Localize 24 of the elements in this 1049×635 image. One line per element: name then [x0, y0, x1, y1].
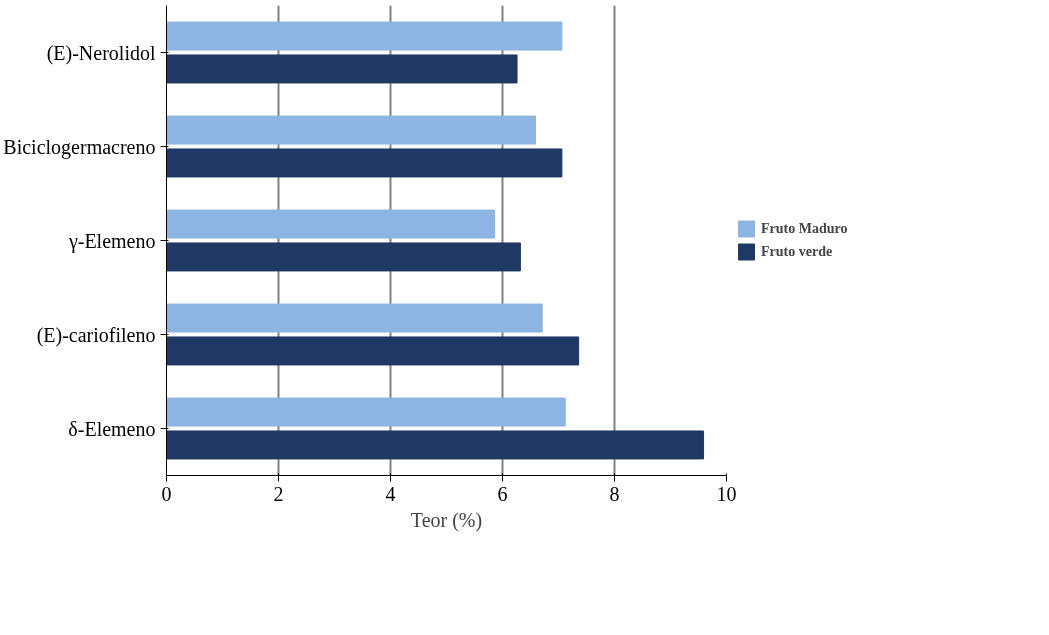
y-tick-label: γ-Elemeno: [67, 229, 156, 253]
bar: [166, 54, 518, 84]
x-tick-label: 8: [609, 482, 620, 505]
y-tick-label: (E)-Nerolidol: [46, 41, 156, 65]
bar: [166, 397, 566, 427]
bar: [166, 303, 543, 333]
x-tick-label: 6: [497, 482, 508, 505]
y-tick-label: (E)-cariofileno: [36, 323, 156, 347]
x-tick-label: 4: [385, 482, 396, 505]
bar: [166, 430, 705, 460]
bar: [166, 115, 537, 145]
y-tick-label: δ-Elemeno: [68, 417, 156, 440]
bar: [166, 242, 521, 272]
legend-label: Fruto verde: [761, 243, 833, 260]
x-tick-label: 2: [273, 482, 284, 505]
bar: [166, 21, 563, 51]
x-axis-title: Teor (%): [410, 508, 483, 532]
bar: [166, 148, 563, 178]
legend-label: Fruto Maduro: [761, 220, 848, 237]
y-tick-label: Biciclogermacreno: [3, 135, 156, 159]
x-tick-label: 10: [716, 482, 737, 505]
bar: [166, 336, 580, 366]
bar: [166, 209, 496, 239]
x-tick-label: 0: [161, 482, 172, 505]
